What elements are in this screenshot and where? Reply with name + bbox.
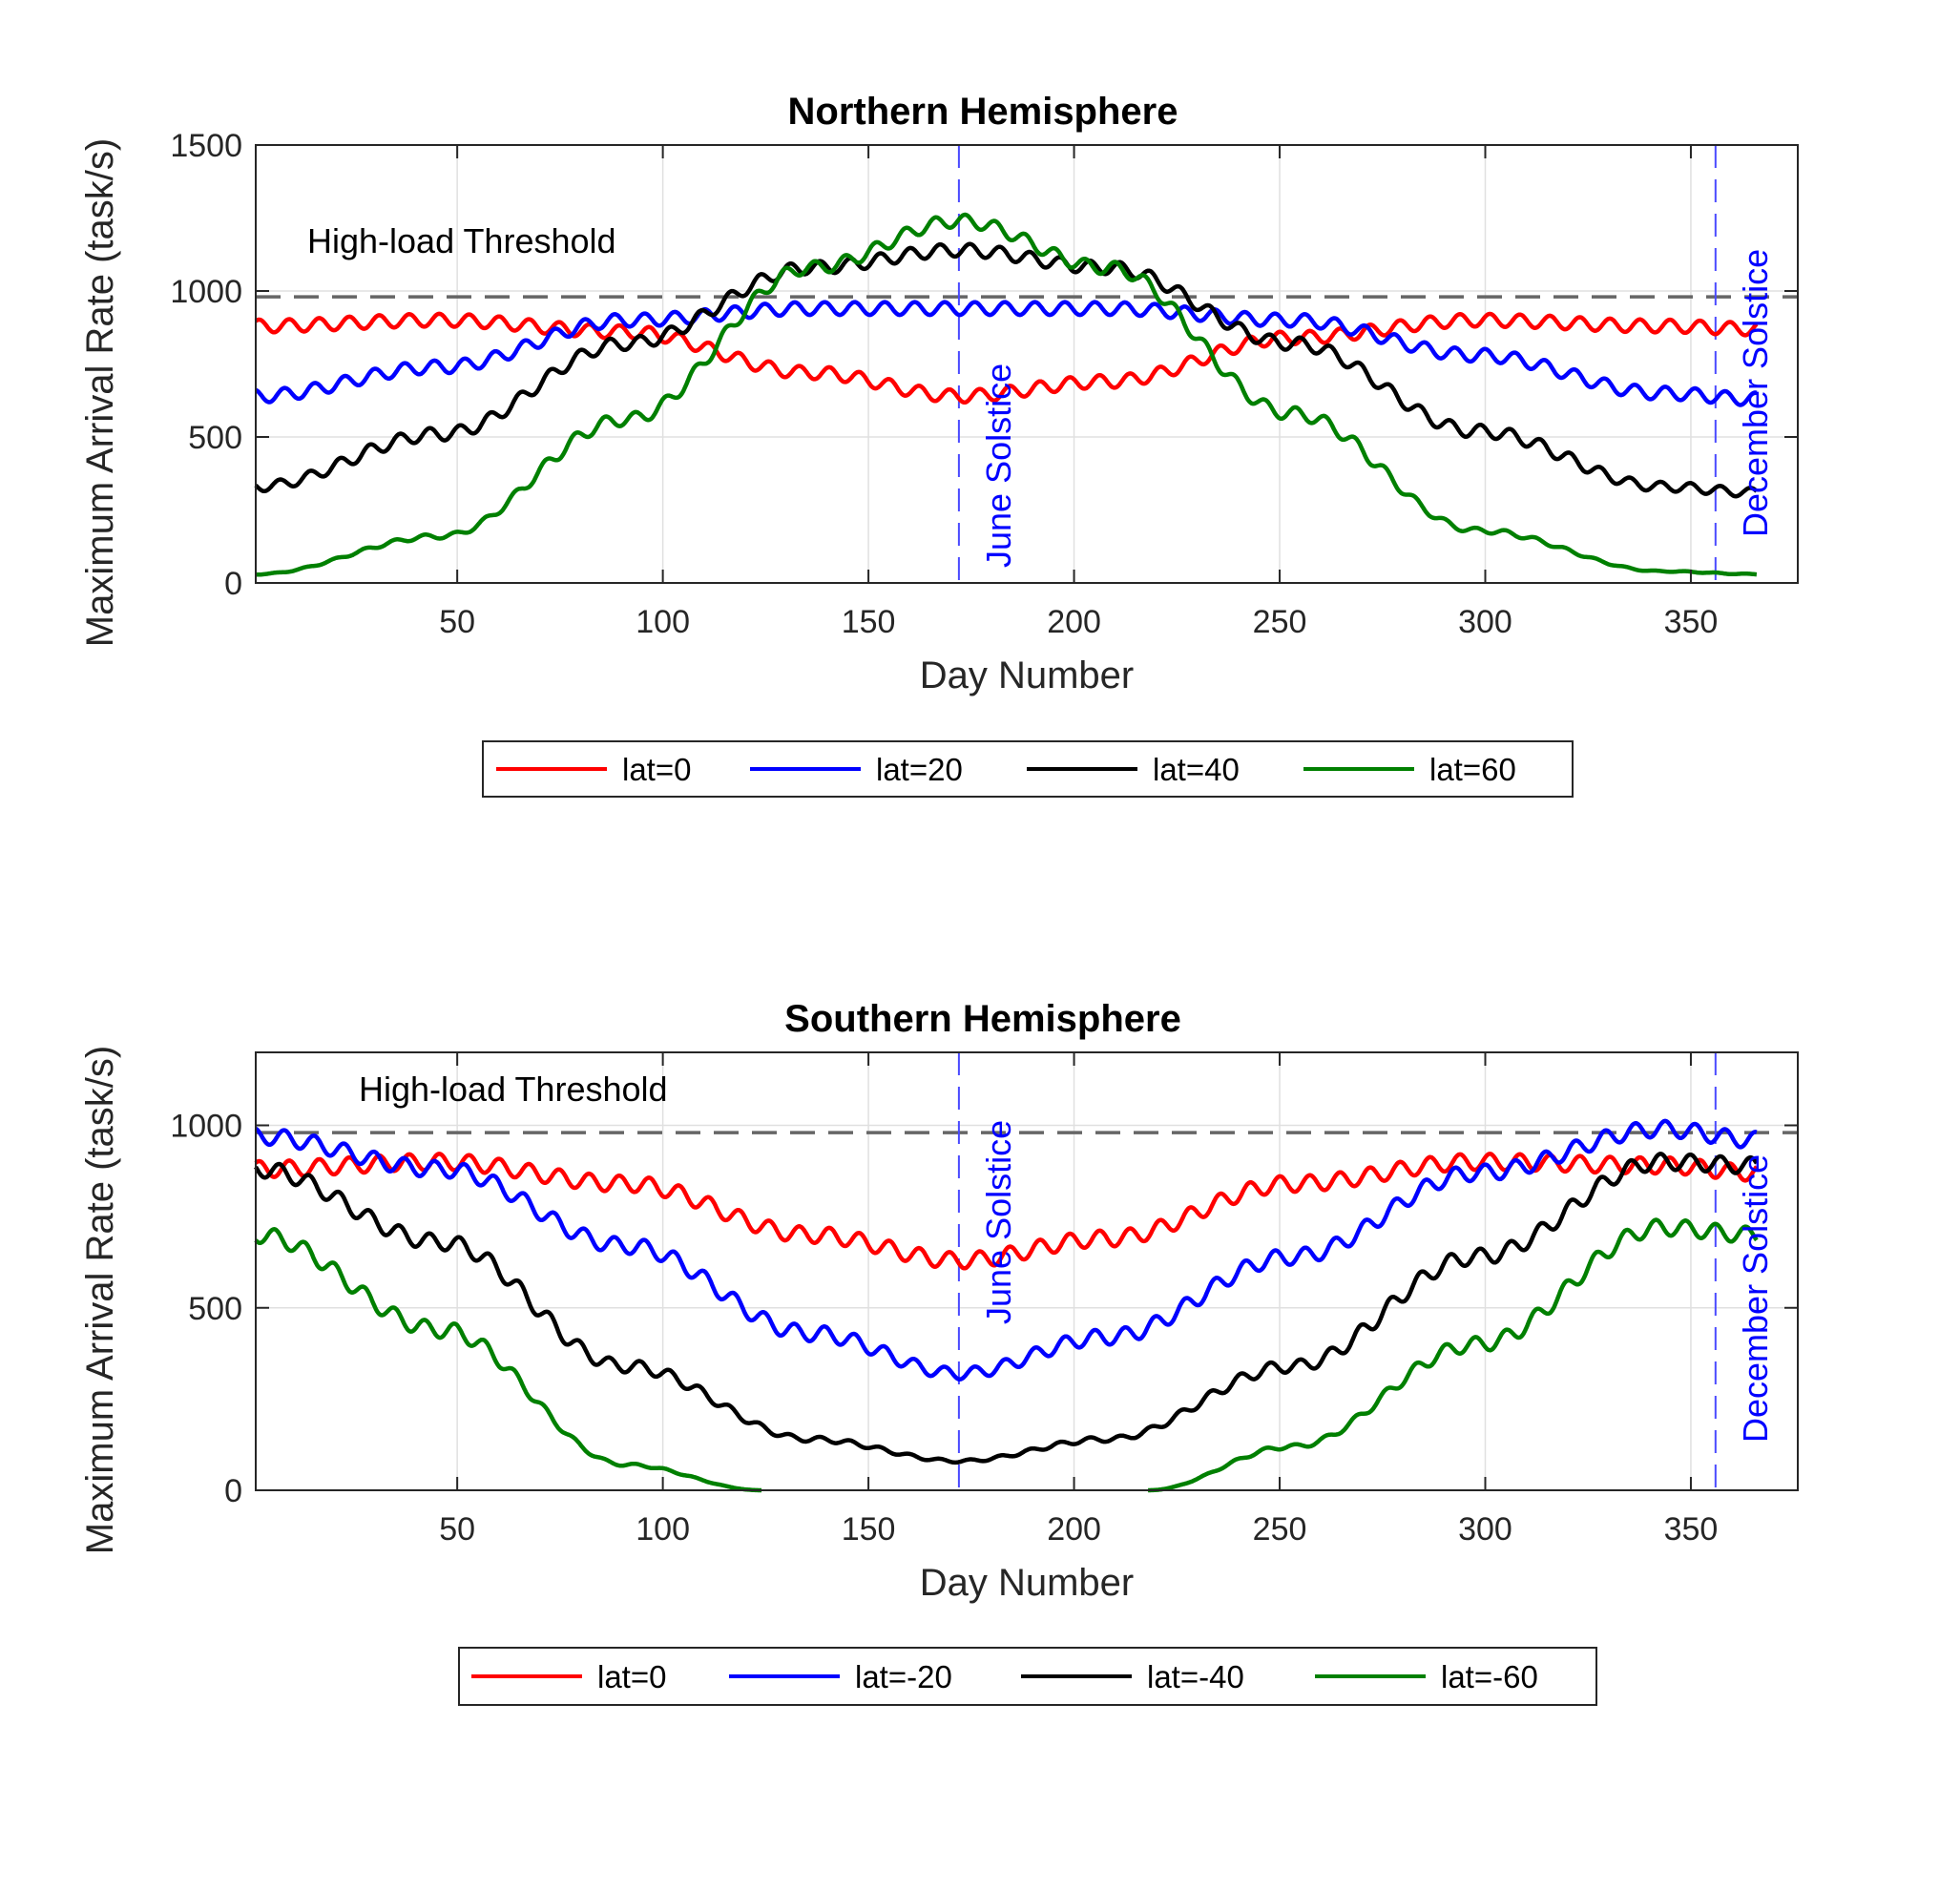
y-tick-label: 0 bbox=[224, 566, 242, 602]
y-tick-label: 500 bbox=[188, 420, 242, 456]
legend-label: lat=20 bbox=[876, 752, 963, 787]
x-tick-label: 150 bbox=[842, 1511, 896, 1548]
series-line-lat0 bbox=[254, 311, 1759, 405]
legend-label: lat=60 bbox=[1429, 752, 1516, 787]
threshold-label: High-load Threshold bbox=[307, 221, 616, 260]
x-tick-label: 250 bbox=[1253, 1511, 1307, 1548]
december-solstice-label: December Solstice bbox=[1736, 249, 1775, 537]
x-tick-label: 200 bbox=[1047, 604, 1101, 640]
legend-label: lat=-60 bbox=[1441, 1659, 1538, 1694]
december-solstice-label: December Solstice bbox=[1736, 1154, 1775, 1443]
x-axis-label: Day Number bbox=[920, 655, 1135, 696]
legend-label: lat=0 bbox=[622, 752, 691, 787]
y-axis-label: Maximum Arrival Rate (task/s) bbox=[79, 1046, 121, 1554]
x-tick-label: 100 bbox=[636, 604, 690, 640]
x-tick-label: 100 bbox=[636, 1511, 690, 1548]
x-tick-label: 250 bbox=[1253, 604, 1307, 640]
x-tick-label: 200 bbox=[1047, 1511, 1101, 1548]
x-tick-label: 150 bbox=[842, 604, 896, 640]
y-tick-label: 1000 bbox=[170, 274, 242, 310]
june-solstice-label: June Solstice bbox=[979, 1120, 1018, 1324]
legend: lat=0 lat=-20 lat=-40 lat=-60 bbox=[458, 1647, 1597, 1706]
y-tick-label: 1500 bbox=[170, 128, 242, 164]
x-tick-label: 300 bbox=[1458, 1511, 1512, 1548]
northern-hemisphere-panel: 50 100 150 200 250 300 350 0 500 1000 1500 Norther… bbox=[79, 91, 1799, 798]
series-line-lat60 bbox=[254, 212, 1759, 577]
x-tick-label: 50 bbox=[439, 604, 475, 640]
june-solstice-label: June Solstice bbox=[979, 364, 1018, 568]
legend: lat=0 lat=20 lat=40 lat=60 bbox=[482, 740, 1574, 798]
x-tick-label: 300 bbox=[1458, 604, 1512, 640]
legend-label: lat=-40 bbox=[1147, 1659, 1244, 1694]
threshold-label: High-load Threshold bbox=[359, 1070, 668, 1109]
legend-label: lat=40 bbox=[1153, 752, 1240, 787]
series-line-lat-40 bbox=[254, 1152, 1759, 1465]
chart-title: Northern Hemisphere bbox=[788, 91, 1178, 133]
x-tick-label: 350 bbox=[1664, 604, 1719, 640]
legend-label: lat=0 bbox=[597, 1659, 666, 1694]
y-tick-label: 500 bbox=[188, 1291, 242, 1327]
y-tick-label: 0 bbox=[224, 1473, 242, 1509]
series-line-lat-60 bbox=[254, 1217, 1759, 1493]
series-line-lat40 bbox=[254, 241, 1759, 499]
series-line-lat20 bbox=[254, 300, 1759, 407]
y-axis-label: Maximum Arrival Rate (task/s) bbox=[79, 138, 121, 647]
x-tick-label: 50 bbox=[439, 1511, 475, 1548]
y-tick-label: 1000 bbox=[170, 1109, 242, 1145]
x-tick-label: 350 bbox=[1664, 1511, 1719, 1548]
series-line-lat-20 bbox=[254, 1118, 1759, 1382]
southern-hemisphere-panel: 50 100 150 200 250 300 350 0 500 1000 Southern He… bbox=[79, 998, 1799, 1706]
chart-title: Southern Hemisphere bbox=[784, 998, 1181, 1040]
legend-label: lat=-20 bbox=[855, 1659, 952, 1694]
x-axis-label: Day Number bbox=[920, 1562, 1135, 1604]
